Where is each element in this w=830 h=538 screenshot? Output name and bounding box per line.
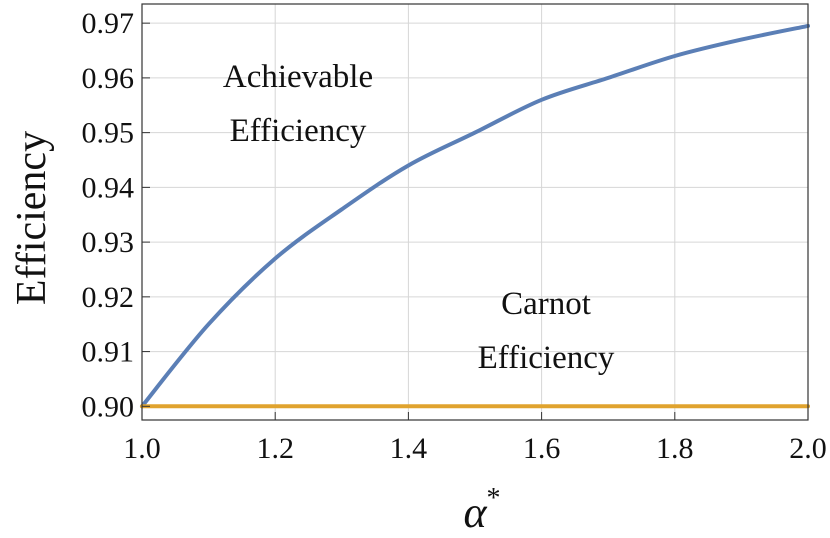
x-tick-label: 2.0 bbox=[789, 432, 827, 465]
annotation-achievable-line1: Achievable bbox=[223, 59, 373, 95]
x-tick-label: 1.6 bbox=[523, 432, 561, 465]
y-tick-label: 0.91 bbox=[82, 336, 135, 369]
y-tick-label: 0.90 bbox=[82, 390, 135, 423]
x-tick-label: 1.4 bbox=[390, 432, 428, 465]
plot-frame bbox=[141, 3, 809, 421]
x-tick-label: 1.2 bbox=[256, 432, 294, 465]
x-axis-label-superscript: * bbox=[487, 483, 501, 514]
series-layer bbox=[140, 23, 810, 409]
y-axis-label: Efficiency bbox=[9, 131, 55, 305]
y-tick-label: 0.97 bbox=[82, 7, 135, 40]
y-tick-label: 0.95 bbox=[82, 117, 135, 150]
x-tick-label: 1.0 bbox=[123, 432, 161, 465]
annotation-carnot-line2: Efficiency bbox=[478, 340, 615, 376]
x-tick-label: 1.8 bbox=[656, 432, 694, 465]
x-axis-label: α* bbox=[463, 483, 500, 537]
y-tick-label: 0.94 bbox=[82, 171, 135, 204]
y-tick-label: 0.96 bbox=[82, 62, 135, 95]
series-line-achievable bbox=[140, 23, 810, 409]
annotation-carnot: Carnot Efficiency bbox=[478, 286, 615, 376]
annotation-achievable-line2: Efficiency bbox=[230, 113, 367, 149]
ticks: 1.0 1.2 1.4 1.6 1.8 2.0 0.90 0.91 0.92 0.93 0.94 0.… bbox=[82, 7, 827, 465]
annotation-carnot-line1: Carnot bbox=[501, 286, 591, 322]
y-tick-label: 0.93 bbox=[82, 226, 135, 259]
annotation-achievable: Achievable Efficiency bbox=[223, 59, 373, 149]
y-tick-label: 0.92 bbox=[82, 281, 135, 314]
x-axis-label-symbol: α bbox=[463, 488, 487, 537]
